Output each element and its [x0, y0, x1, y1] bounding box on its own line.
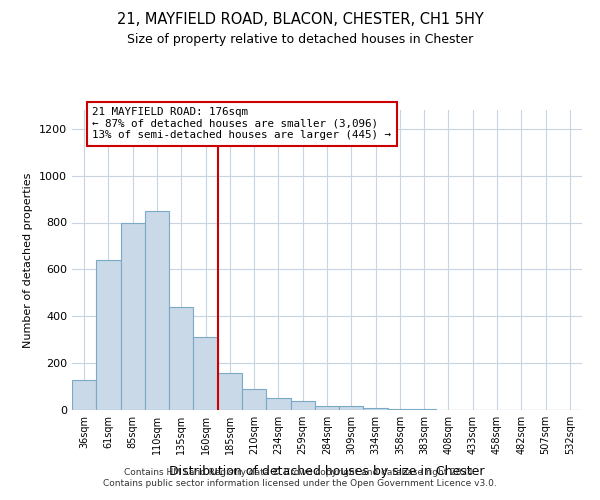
Bar	[315, 406, 339, 410]
Text: 21, MAYFIELD ROAD, BLACON, CHESTER, CH1 5HY: 21, MAYFIELD ROAD, BLACON, CHESTER, CH1 …	[116, 12, 484, 28]
Bar	[388, 409, 412, 410]
Text: 21 MAYFIELD ROAD: 176sqm
← 87% of detached houses are smaller (3,096)
13% of sem: 21 MAYFIELD ROAD: 176sqm ← 87% of detach…	[92, 107, 391, 140]
Bar	[145, 211, 169, 410]
Bar	[266, 398, 290, 410]
Bar	[193, 338, 218, 410]
Bar	[121, 222, 145, 410]
Bar	[169, 307, 193, 410]
Bar	[218, 373, 242, 410]
Y-axis label: Number of detached properties: Number of detached properties	[23, 172, 34, 348]
Bar	[364, 408, 388, 410]
X-axis label: Distribution of detached houses by size in Chester: Distribution of detached houses by size …	[169, 466, 485, 478]
Bar	[72, 380, 96, 410]
Bar	[339, 406, 364, 410]
Bar	[96, 260, 121, 410]
Text: Contains HM Land Registry data © Crown copyright and database right 2024.
Contai: Contains HM Land Registry data © Crown c…	[103, 468, 497, 487]
Text: Size of property relative to detached houses in Chester: Size of property relative to detached ho…	[127, 32, 473, 46]
Bar	[290, 401, 315, 410]
Bar	[242, 390, 266, 410]
